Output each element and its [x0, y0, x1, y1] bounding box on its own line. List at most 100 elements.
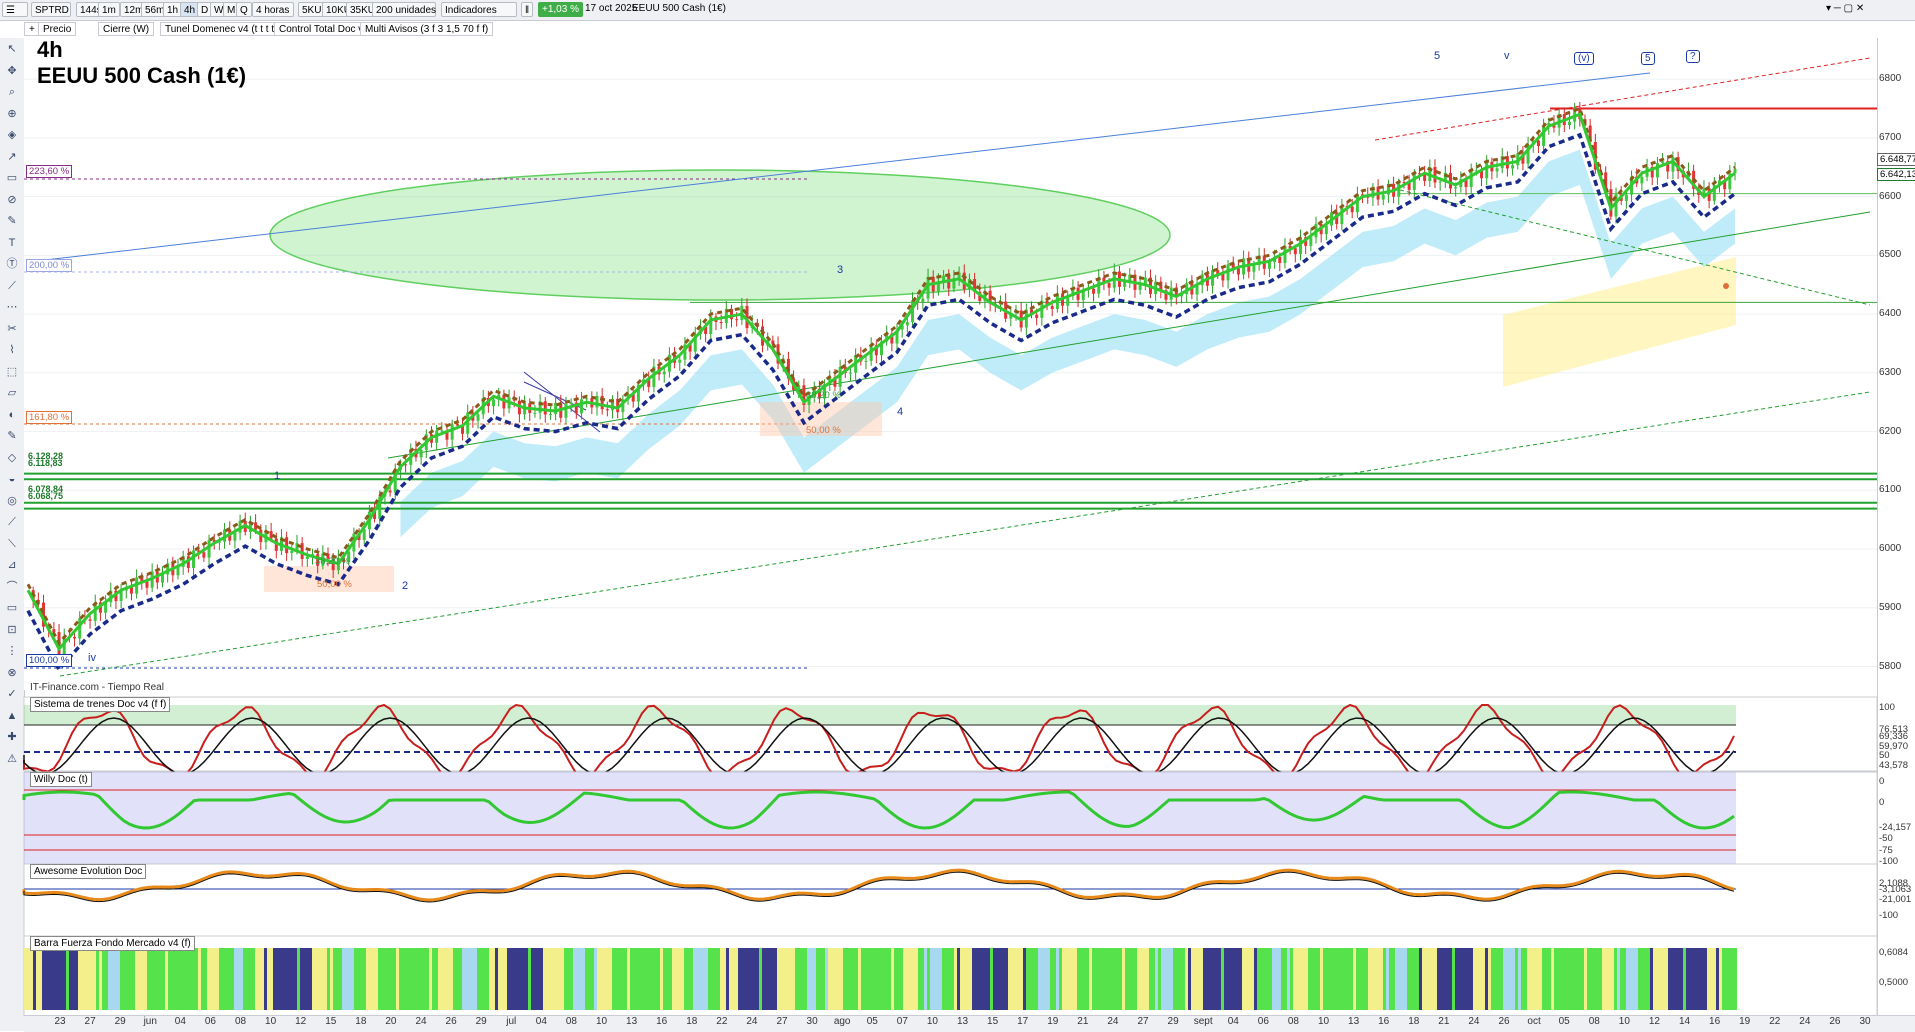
candle-body — [1262, 255, 1266, 269]
tool-icon-17[interactable]: ◐ — [8, 408, 16, 421]
force-bar — [1560, 948, 1563, 1010]
tool-icon-29[interactable]: ⊗ — [7, 666, 17, 679]
tool-icon-13[interactable]: ✂ — [7, 322, 17, 335]
tool-icon-7[interactable]: ⊘ — [7, 193, 17, 206]
tool-icon-16[interactable]: ▱ — [7, 387, 17, 399]
force-bar — [1233, 948, 1236, 1010]
force-bar — [711, 948, 714, 1010]
tool-icon-26[interactable]: ▭ — [6, 602, 18, 614]
tool-icon-21[interactable]: ◎ — [7, 494, 17, 507]
x-tick: 10 — [265, 1016, 277, 1027]
tool-icon-24[interactable]: ⊿ — [7, 559, 17, 571]
tool-icon-14[interactable]: ⌇ — [9, 344, 15, 356]
tool-icon-25[interactable]: ⌒ — [6, 580, 18, 593]
timeframe-56m[interactable]: 56m — [141, 2, 169, 17]
tool-icon-15[interactable]: ⬚ — [6, 365, 18, 378]
tool-icon-30[interactable]: ✓ — [7, 688, 17, 700]
force-bar — [747, 948, 750, 1010]
legend-price[interactable]: Precio — [38, 22, 77, 36]
units-select[interactable]: 200 unidades — [372, 2, 436, 17]
force-bar — [1323, 948, 1326, 1010]
wave-v-label: v — [1504, 50, 1510, 62]
force-bar — [84, 948, 87, 1010]
force-bar — [1143, 948, 1146, 1010]
force-bar — [42, 948, 45, 1010]
tool-icon-32[interactable]: ✚ — [7, 731, 17, 743]
indicators-button[interactable]: Indicadores — [441, 2, 517, 17]
force-bar — [1731, 948, 1734, 1010]
symbol-selector[interactable]: SPTRD — [31, 2, 71, 17]
force-bar — [90, 948, 93, 1010]
force-bar — [1443, 948, 1446, 1010]
fuerza-panel-title[interactable]: Barra Fuerza Fondo Mercado v4 (f) — [30, 936, 195, 951]
tool-icon-33[interactable]: ⚠ — [7, 752, 17, 765]
force-bar — [807, 948, 810, 1010]
candle-body — [854, 355, 858, 373]
tool-icon-19[interactable]: ◇ — [7, 451, 17, 464]
candle-body — [440, 430, 444, 432]
force-bar — [1353, 948, 1356, 1010]
trend-panel-title[interactable]: Sistema de trenes Doc v4 (f f) — [30, 697, 171, 712]
y-tick: 6100 — [1879, 484, 1902, 496]
tool-icon-1[interactable]: ✥ — [7, 64, 17, 77]
force-bar — [879, 948, 882, 1010]
data-source-label: IT-Finance.com - Tiempo Real — [30, 682, 164, 693]
candle-body — [73, 636, 77, 639]
tool-icon-10[interactable]: Ⓣ — [6, 258, 18, 270]
force-bar — [915, 948, 918, 1010]
force-bar — [1686, 948, 1689, 1010]
interval-select[interactable]: 4 horas — [252, 2, 294, 17]
menu-button[interactable]: ☰ — [2, 2, 28, 17]
tool-icon-18[interactable]: ✎ — [7, 430, 17, 442]
tool-icon-22[interactable]: ⟋ — [8, 516, 16, 528]
tool-icon-28[interactable]: ⋮ — [6, 645, 18, 657]
willy-panel-title[interactable]: Willy Doc (t) — [30, 772, 92, 787]
timeframe-Q[interactable]: Q — [236, 2, 252, 17]
tool-icon-0[interactable]: ↖ — [7, 43, 17, 55]
tool-icon-8[interactable]: ✎ — [7, 215, 17, 227]
tool-icon-6[interactable]: ▭ — [6, 172, 18, 184]
legend-alerts[interactable]: Multi Avisos (3 f 3 1,5 70 f f) — [360, 22, 494, 36]
force-bar — [1410, 948, 1413, 1010]
force-bar — [1356, 948, 1359, 1010]
x-tick: 08 — [1588, 1016, 1600, 1027]
force-bar — [309, 948, 312, 1010]
force-bar — [1137, 948, 1140, 1010]
price-axis[interactable] — [1877, 38, 1915, 1015]
candle-body — [67, 636, 71, 638]
tool-icon-4[interactable]: ◈ — [7, 129, 17, 141]
tool-icon-3[interactable]: ⊕ — [7, 107, 17, 120]
time-axis[interactable] — [24, 1015, 1915, 1032]
tool-icon-27[interactable]: ⊡ — [7, 623, 17, 636]
pause-icon[interactable]: ‖ — [521, 2, 533, 17]
window-controls[interactable]: ▾ ─ ▢ ✕ — [1826, 3, 1865, 14]
force-bar — [1092, 948, 1095, 1010]
tool-icon-9[interactable]: T — [8, 236, 16, 249]
tool-icon-5[interactable]: ↗ — [7, 150, 17, 163]
force-bar — [1656, 948, 1659, 1010]
awesome-panel-title[interactable]: Awesome Evolution Doc — [30, 864, 147, 879]
force-bar — [633, 948, 636, 1010]
tool-icon-31[interactable]: ▲ — [6, 709, 18, 722]
indicator-value-awesome: -100 — [1879, 910, 1899, 921]
tool-icon-2[interactable]: ⌕ — [8, 86, 16, 98]
tool-icon-12[interactable]: ⋯ — [6, 301, 18, 313]
candle-body — [1319, 224, 1323, 235]
candle-body — [1154, 281, 1158, 294]
timeframe-D[interactable]: D — [197, 2, 213, 17]
legend-close[interactable]: Cierre (W) — [98, 22, 155, 36]
timeframe-1m[interactable]: 1m — [98, 2, 120, 17]
candle-body — [1686, 170, 1690, 178]
candle-body — [119, 590, 123, 602]
force-bar — [561, 948, 564, 1010]
candle-body — [761, 326, 765, 346]
force-bar — [507, 948, 510, 1010]
tool-icon-23[interactable]: ⟍ — [8, 537, 16, 550]
force-bar — [429, 948, 432, 1010]
legend-tunnel[interactable]: Tunel Domenec v4 (t t t t t t) — [160, 22, 294, 36]
tool-icon-20[interactable]: ◒ — [8, 473, 16, 485]
x-tick: 12 — [1648, 1016, 1660, 1027]
tool-icon-11[interactable]: ⟋ — [8, 279, 16, 292]
force-bar — [486, 948, 489, 1010]
